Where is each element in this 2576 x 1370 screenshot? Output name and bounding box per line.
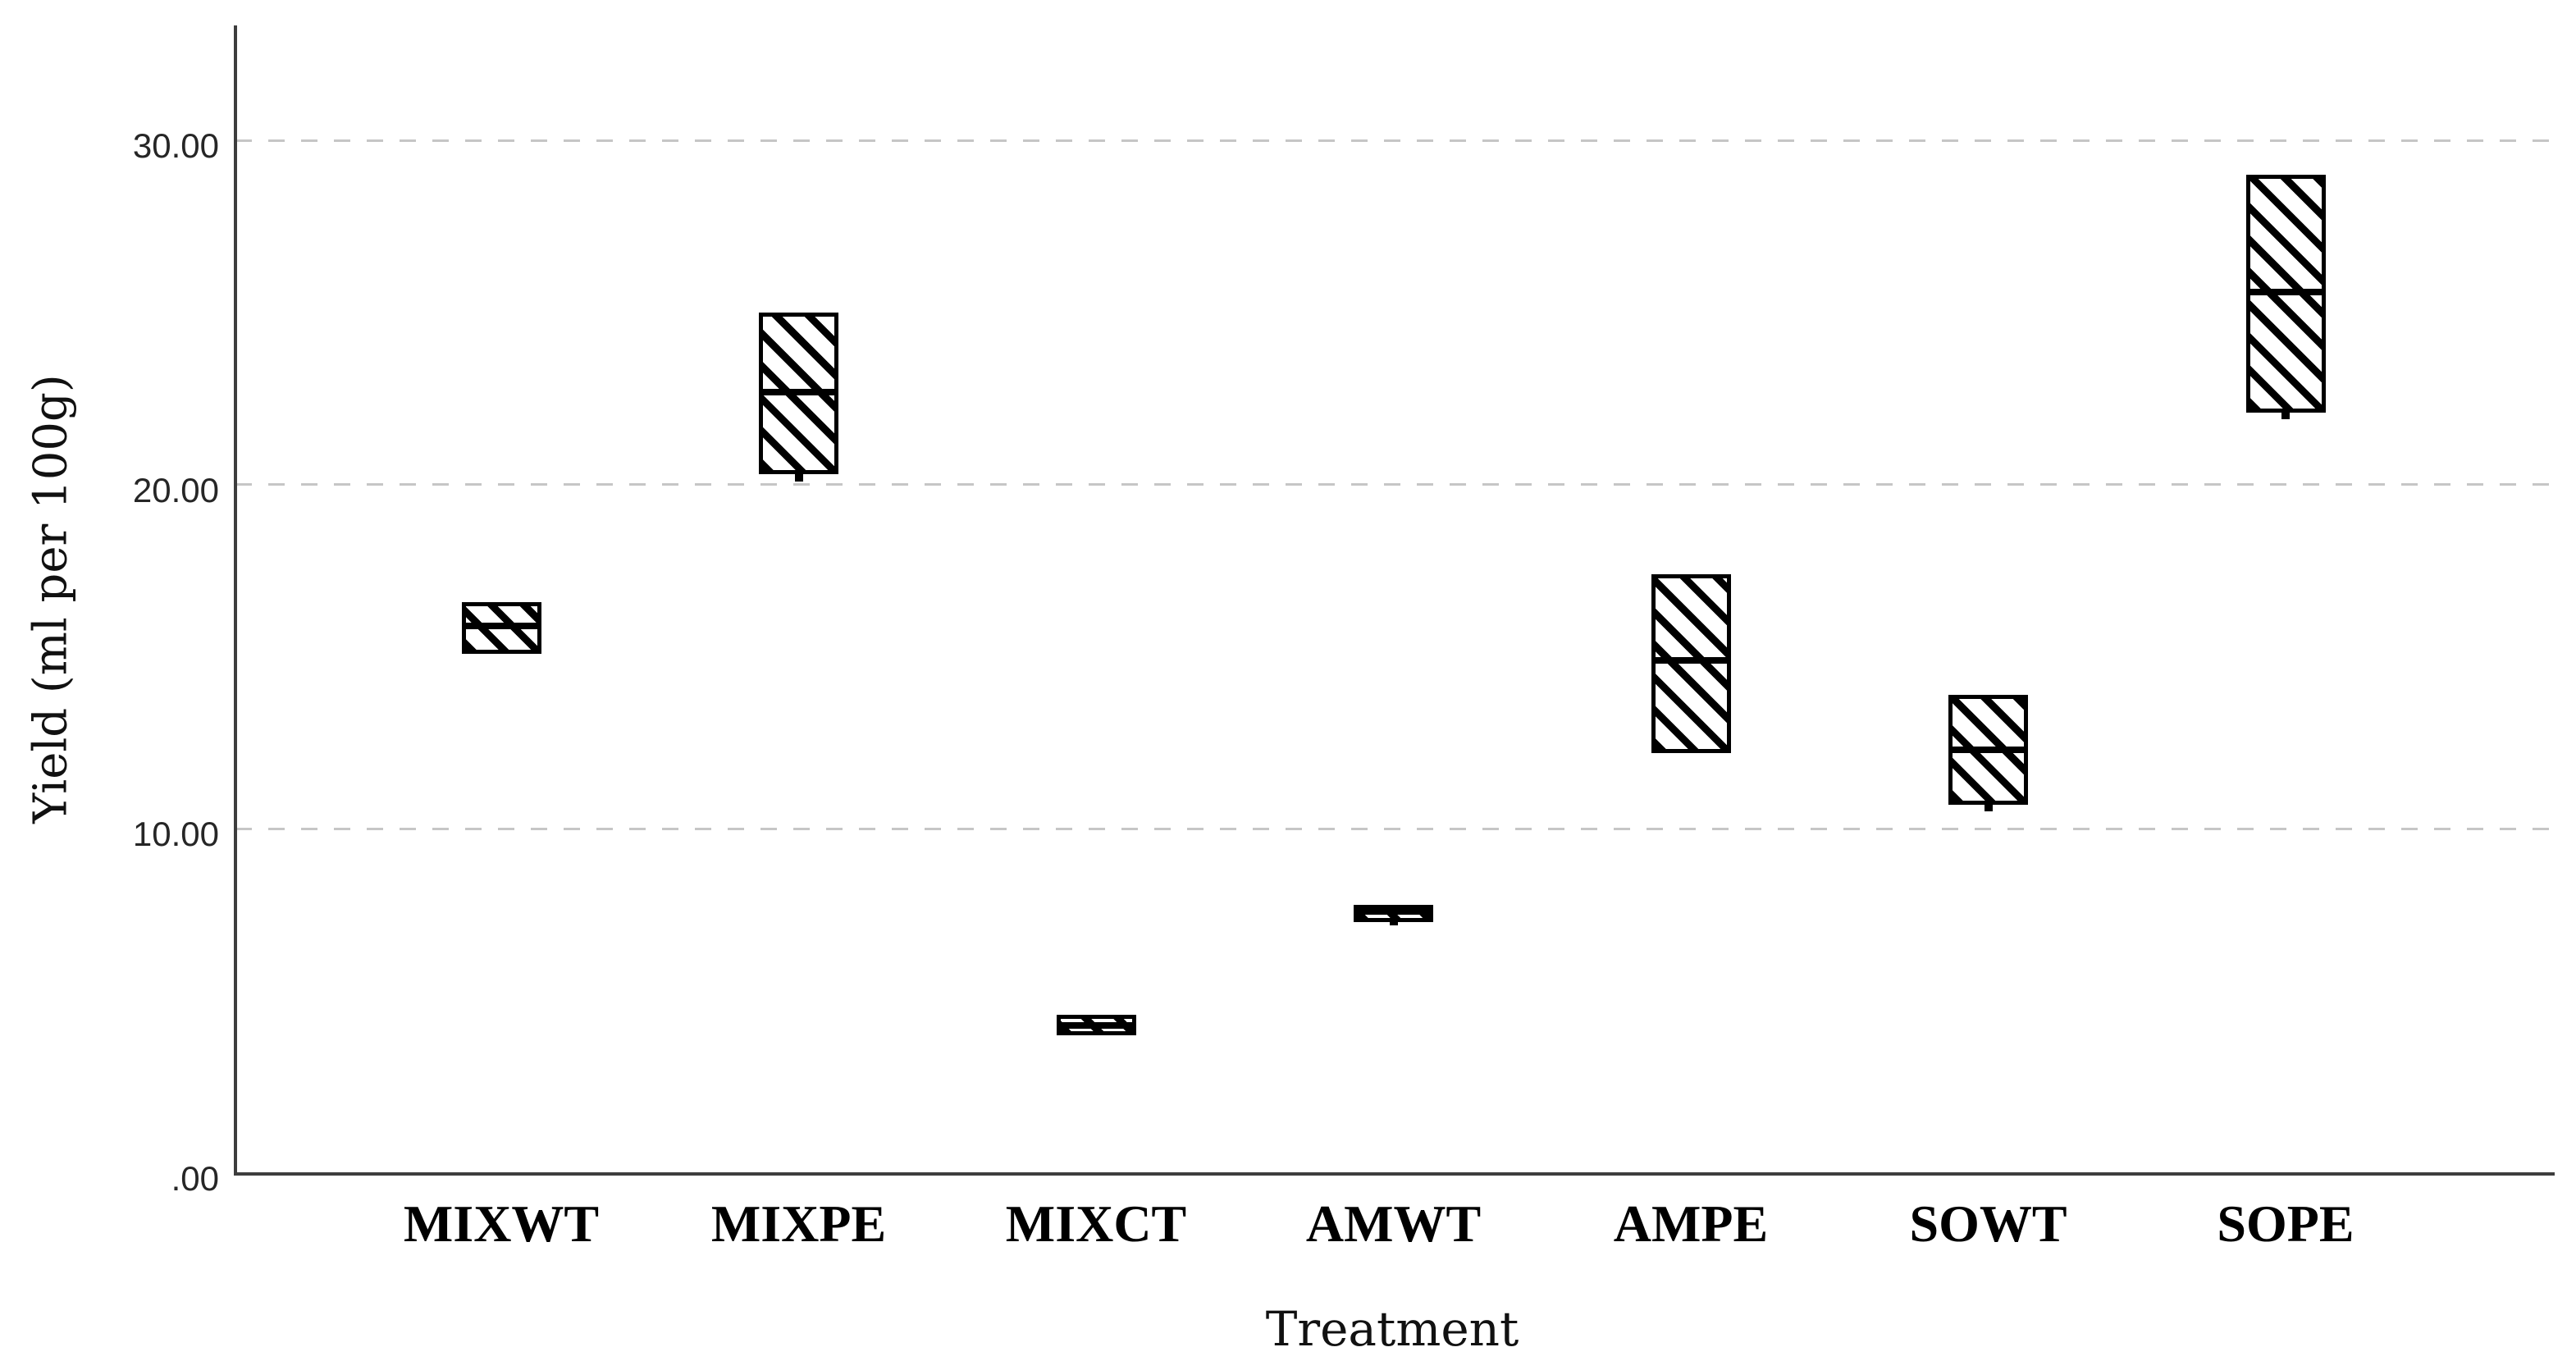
plot-area <box>235 27 2554 1173</box>
x-category-label-AMPE: AMPE <box>1613 1194 1769 1253</box>
gridline-20.00 <box>235 483 2554 486</box>
x-category-label-SOWT: SOWT <box>1909 1194 2067 1253</box>
x-category-label-MIXCT: MIXCT <box>1005 1194 1187 1253</box>
median-line-MIXWT <box>461 622 541 629</box>
y-tick-label: .00 <box>171 1159 219 1198</box>
median-line-SOPE <box>2245 289 2326 296</box>
median-line-MIXCT <box>1056 1021 1136 1029</box>
gridline-10.00 <box>235 827 2554 830</box>
y-axis-line <box>234 25 237 1175</box>
x-axis-title: Treatment <box>1265 1301 1519 1357</box>
x-axis-line <box>234 1172 2555 1176</box>
median-line-SOWT <box>1948 746 2028 753</box>
gridline-30.00 <box>235 139 2554 142</box>
y-tick-label: 10.00 <box>132 815 219 854</box>
y-tick-label: 30.00 <box>132 126 219 166</box>
median-line-MIXPE <box>759 388 838 395</box>
lower-whisker-MIXPE <box>794 473 803 482</box>
median-line-AMPE <box>1651 656 1731 664</box>
lower-whisker-SOPE <box>2281 410 2290 420</box>
lower-whisker-SOWT <box>1984 803 1993 812</box>
x-category-label-SOPE: SOPE <box>2217 1194 2354 1253</box>
x-category-label-MIXWT: MIXWT <box>403 1194 600 1253</box>
box-AMPE <box>1651 574 1731 754</box>
y-tick-label: 20.00 <box>132 470 219 509</box>
y-axis-title: Yield (ml per 100g) <box>24 374 78 824</box>
x-category-label-MIXPE: MIXPE <box>710 1194 887 1253</box>
lower-whisker-AMWT <box>1389 920 1398 925</box>
median-line-AMWT <box>1354 908 1433 916</box>
x-category-label-AMWT: AMWT <box>1305 1194 1482 1253</box>
